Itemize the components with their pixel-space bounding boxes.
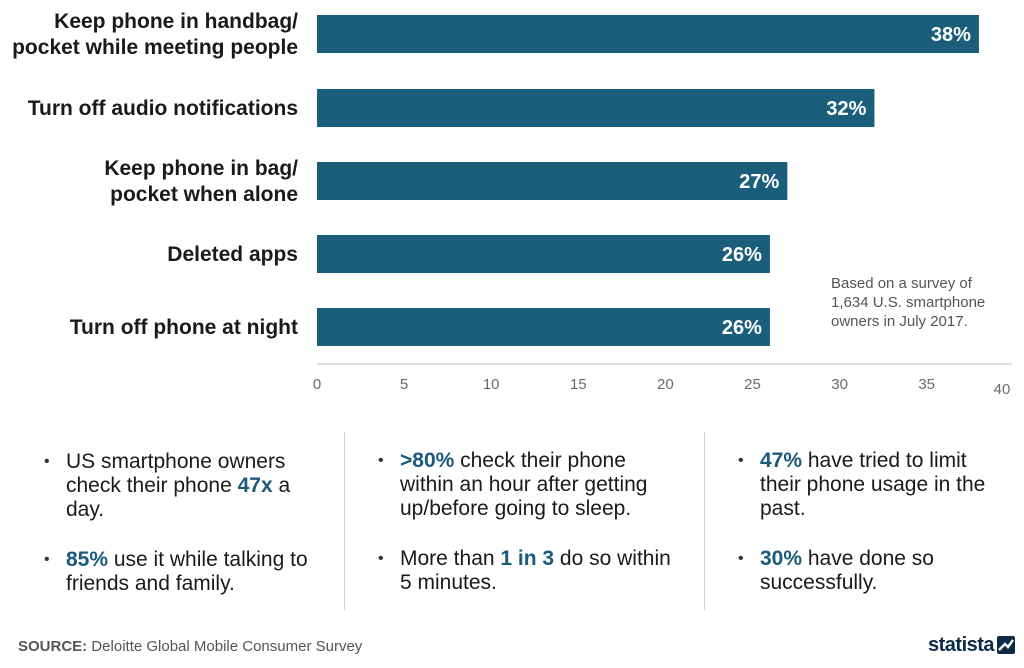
fact-highlight: 47x (237, 474, 273, 497)
bar (317, 308, 770, 346)
x-tick-label: 30 (831, 376, 848, 393)
category-label: Keep phone in bag/ (104, 157, 298, 180)
bar-value-label: 38% (931, 24, 971, 46)
x-tick-label: 25 (744, 376, 761, 393)
statista-logo-icon (997, 636, 1016, 654)
source-footer: SOURCE: Deloitte Global Mobile Consumer … (18, 638, 362, 655)
bar (317, 162, 788, 200)
x-tick-label: 5 (400, 376, 408, 393)
fact-bullet: 47% have tried to limit their phone usag… (722, 449, 1012, 521)
survey-note-line: owners in July 2017. (831, 313, 968, 330)
survey-note-line: Based on a survey of (831, 275, 972, 292)
source-label: SOURCE: (18, 638, 88, 655)
bar-value-label: 26% (722, 317, 762, 339)
survey-note: Based on a survey of 1,634 U.S. smartpho… (831, 274, 1021, 331)
key-facts: US smartphone owners check their phone 4… (0, 432, 1024, 612)
bar (317, 89, 875, 127)
statista-logo[interactable]: statista (928, 633, 1016, 656)
bar-chart: 38% Keep phone in handbag/pocket while me… (12, 10, 1012, 398)
fact-bullet: 85% use it while talking to friends and … (28, 548, 328, 596)
column-divider (704, 432, 705, 610)
category-label: Turn off phone at night (70, 316, 298, 339)
x-tick-label: 40 (994, 381, 1011, 398)
x-tick-label: 15 (570, 376, 587, 393)
facts-column-3: 47% have tried to limit their phone usag… (722, 432, 1012, 610)
x-tick-label: 10 (483, 376, 500, 393)
fact-highlight: 1 in 3 (500, 547, 555, 570)
fact-highlight: 30% (760, 547, 803, 570)
facts-column-2: >80% check their phone within an hour af… (362, 432, 682, 610)
bar (317, 235, 770, 273)
fact-bullet: >80% check their phone within an hour af… (362, 449, 682, 521)
x-tick-label: 0 (313, 376, 321, 393)
category-label: pocket when alone (110, 183, 298, 206)
bar-value-label: 32% (826, 98, 866, 120)
fact-highlight: 47% (760, 449, 803, 472)
category-label: Keep phone in handbag/ (54, 10, 298, 33)
category-label: Deleted apps (167, 243, 298, 266)
logo-text: statista (928, 633, 995, 656)
bar-value-label: 27% (739, 171, 779, 193)
category-label: Turn off audio notifications (28, 97, 298, 120)
fact-highlight: 85% (66, 548, 109, 571)
category-label: pocket while meeting people (12, 36, 298, 59)
x-tick-label: 20 (657, 376, 674, 393)
fact-highlight: >80% (400, 449, 455, 472)
fact-bullet: US smartphone owners check their phone 4… (28, 450, 328, 522)
survey-note-line: 1,634 U.S. smartphone (831, 294, 986, 311)
fact-bullet: More than 1 in 3 do so within 5 minutes. (362, 547, 682, 595)
fact-bullet: 30% have done so successfully. (722, 547, 1012, 595)
bar-value-label: 26% (722, 244, 762, 266)
column-divider (344, 432, 345, 610)
source-text: Deloitte Global Mobile Consumer Survey (91, 638, 363, 655)
bar (317, 15, 979, 53)
x-tick-label: 35 (918, 376, 935, 393)
facts-column-1: US smartphone owners check their phone 4… (28, 432, 328, 610)
